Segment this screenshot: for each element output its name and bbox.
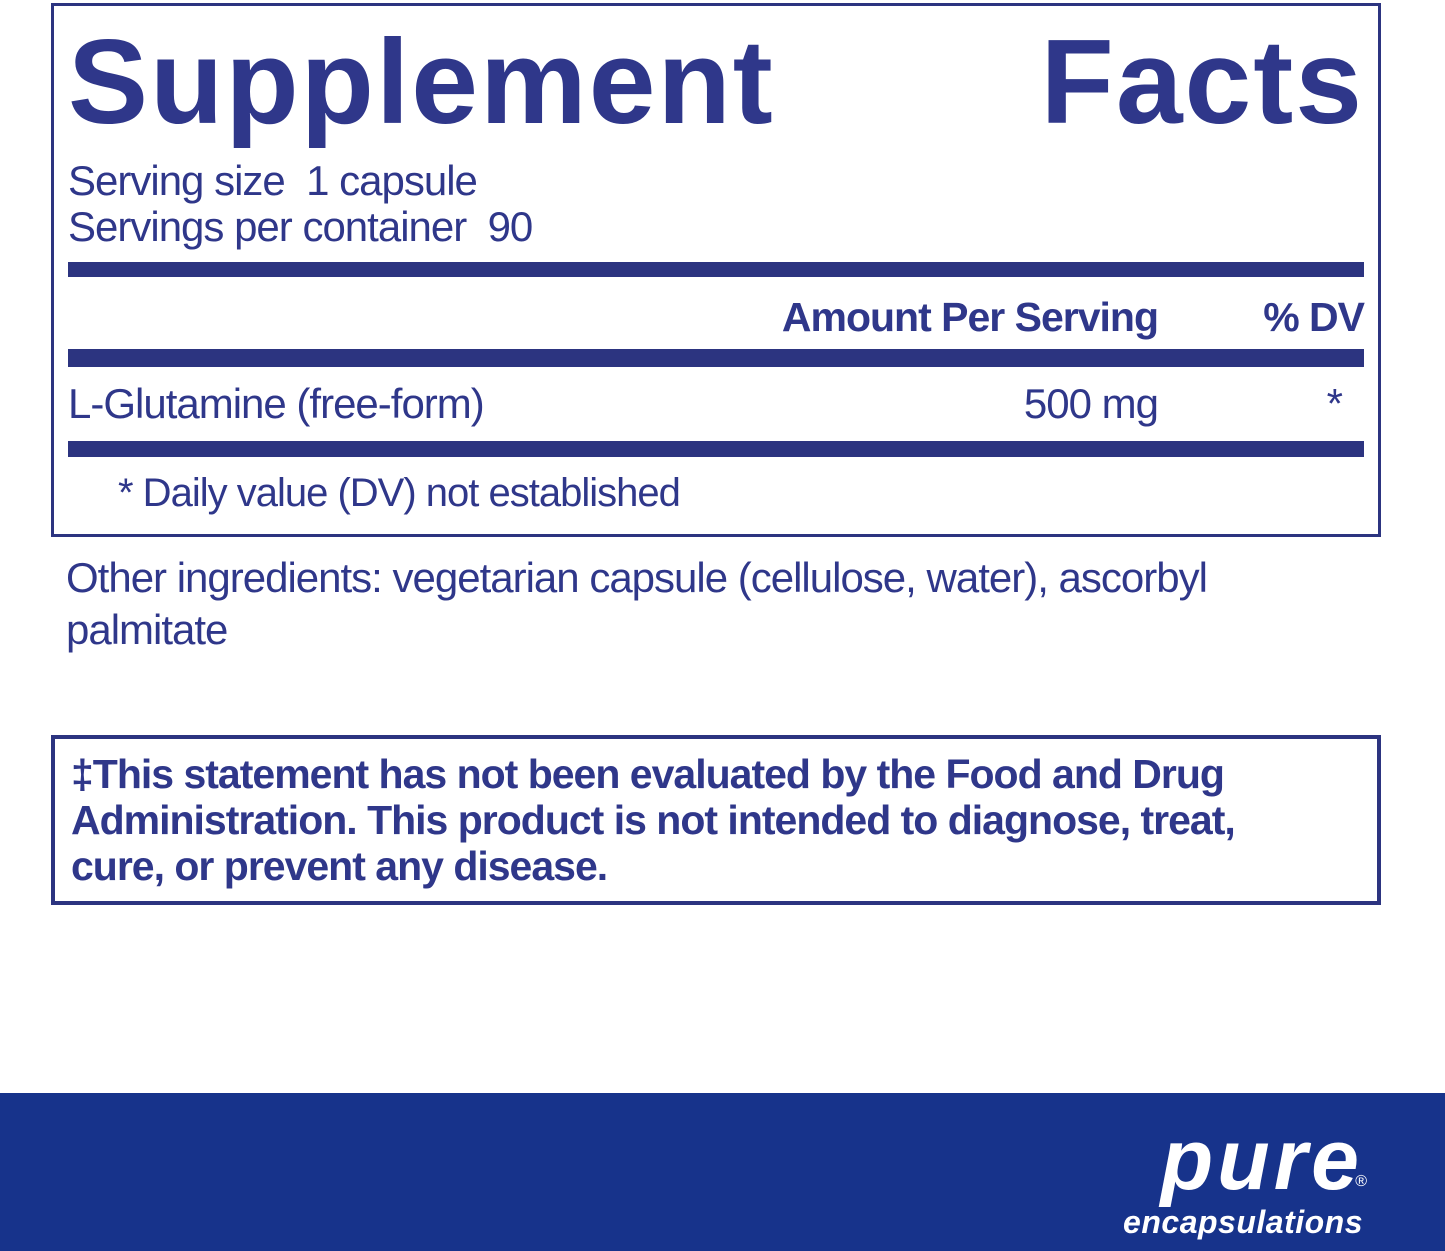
ingredient-dv: * <box>1326 380 1343 427</box>
brand-wordmark-pure: pure <box>1160 1112 1363 1208</box>
supplement-facts-panel: Supplement Facts Serving size 1 capsule S… <box>51 3 1381 537</box>
panel-title-word-1: Supplement <box>68 15 775 149</box>
disclaimer-line-2: Administration. This product is not inte… <box>71 797 1236 843</box>
facts-header-row: Amount Per Serving % DV <box>68 277 1365 349</box>
percent-dv-header: % DV <box>1263 294 1365 340</box>
servings-per-container-line: Servings per container 90 <box>68 203 533 250</box>
pure-encapsulations-logo: pure ® encapsulations <box>1123 1112 1367 1241</box>
ingredient-name: L-Glutamine (free-form) <box>68 380 485 427</box>
registered-trademark-icon: ® <box>1355 1173 1367 1190</box>
disclaimer-line-3: cure, or prevent any disease. <box>71 843 608 889</box>
brand-wordmark-encapsulations: encapsulations <box>1123 1204 1363 1241</box>
other-ingredients-line-2: palmitate <box>66 606 228 653</box>
serving-size-line: Serving size 1 capsule <box>68 157 478 204</box>
panel-title: Supplement Facts <box>68 22 1364 142</box>
brand-footer-band: pure ® encapsulations <box>0 1093 1445 1251</box>
dv-footnote: * Daily value (DV) not established <box>118 471 681 515</box>
other-ingredients: Other ingredients: vegetarian capsule (c… <box>66 552 1208 656</box>
divider-bar-top <box>68 262 1364 277</box>
fda-disclaimer-box: ‡This statement has not been evaluated b… <box>51 735 1381 905</box>
serving-info: Serving size 1 capsule Servings per cont… <box>68 158 1364 250</box>
divider-bar-bottom <box>68 441 1364 457</box>
ingredient-row: L-Glutamine (free-form) 500 mg * <box>68 367 1364 441</box>
other-ingredients-line-1: Other ingredients: vegetarian capsule (c… <box>66 554 1208 601</box>
panel-title-word-2: Facts <box>1040 15 1364 149</box>
amount-per-serving-header: Amount Per Serving <box>781 294 1159 340</box>
divider-bar-middle <box>68 349 1364 367</box>
disclaimer-line-1: ‡This statement has not been evaluated b… <box>71 751 1225 797</box>
ingredient-amount: 500 mg <box>1023 380 1159 427</box>
